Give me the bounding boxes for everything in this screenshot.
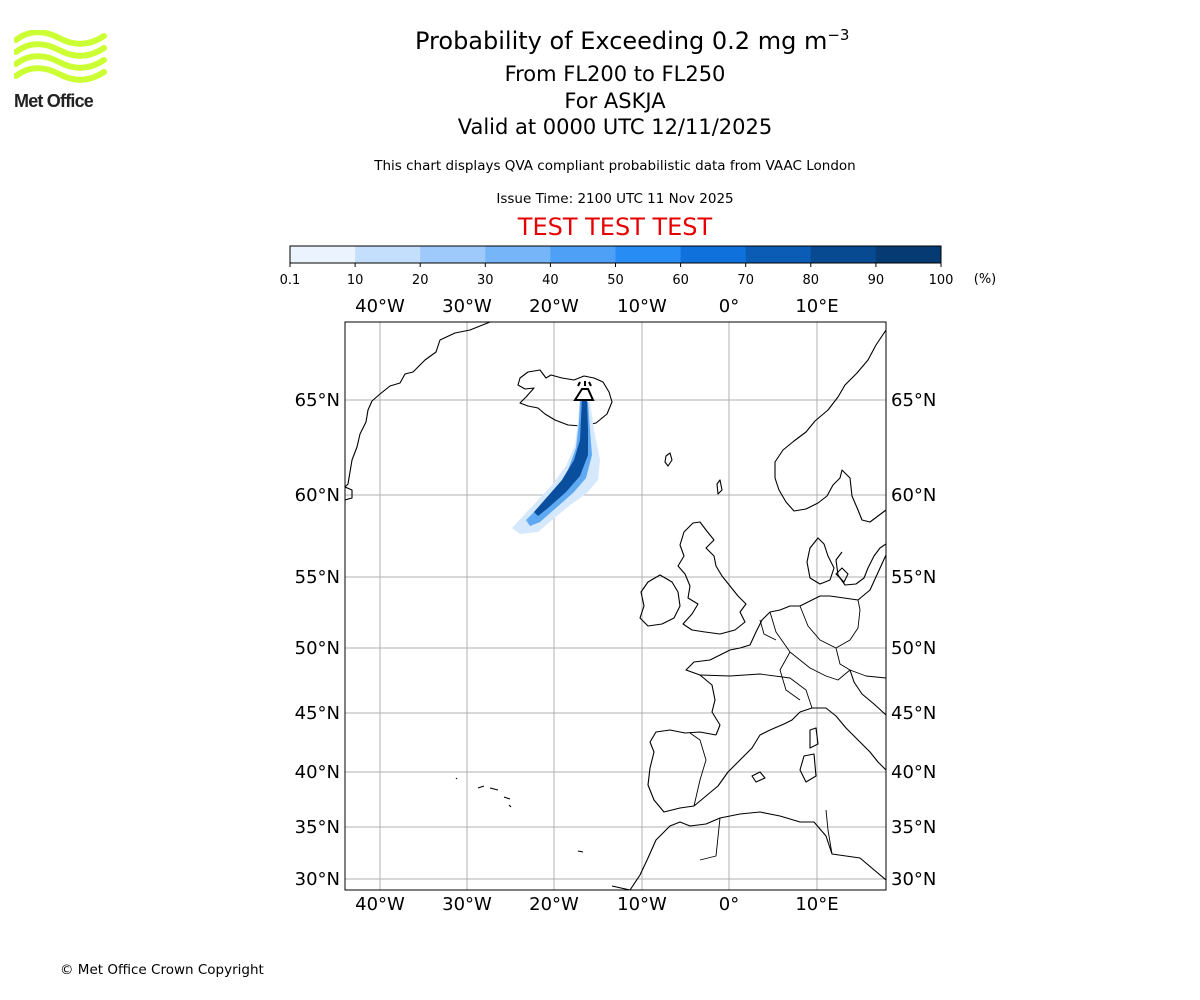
lat-label-left: 30°N [295, 869, 340, 890]
lon-label-top: 0° [719, 296, 739, 317]
logo-wave-group [14, 30, 107, 83]
lon-label-top: 40°W [355, 296, 405, 317]
volcano-label: For ASKJA [564, 89, 666, 113]
colorbar-cell [485, 246, 551, 263]
coast-corsica [809, 727, 819, 749]
lon-label-bottom: 20°W [529, 894, 579, 915]
longitude-labels-bottom: 40°W 30°W 20°W 10°W 0° 10°E [355, 894, 838, 915]
coast-west-africa [611, 885, 631, 890]
map-gridlines [345, 322, 886, 890]
lat-label-left: 45°N [295, 703, 340, 724]
copyright-notice: © Met Office Crown Copyright [60, 962, 264, 978]
colorbar-cell [615, 246, 682, 263]
lon-label-bottom: 30°W [442, 894, 492, 915]
colorbar-cell [875, 246, 942, 263]
lat-label-left: 40°N [295, 762, 340, 783]
lon-label-bottom: 10°W [617, 894, 667, 915]
colorbar-tick-label: 30 [477, 273, 494, 288]
lat-label-right: 65°N [891, 390, 936, 411]
colorbar-cell [420, 246, 486, 263]
latitude-labels-left: 65°N 60°N 55°N 50°N 45°N 40°N 35°N 30°N [295, 390, 340, 890]
ash-plume [512, 398, 600, 534]
coast-europe-north [685, 554, 886, 736]
lat-label-right: 55°N [891, 567, 936, 588]
colorbar-cell [355, 246, 421, 263]
data-disclaimer: This chart displays QVA compliant probab… [374, 158, 856, 174]
coast-great-britain [677, 521, 747, 635]
coast-greenland-south [345, 486, 353, 501]
chart-title: Probability of Exceeding 0.2 mg m−3 [415, 26, 849, 55]
lat-label-right: 45°N [891, 703, 936, 724]
issue-time: Issue Time: 2100 UTC 11 Nov 2025 [496, 191, 734, 207]
lon-label-top: 20°W [529, 296, 579, 317]
colorbar-tick-label: 0.1 [280, 273, 301, 288]
lat-label-left: 50°N [295, 638, 340, 659]
coast-ireland [639, 574, 681, 627]
plume-core [534, 398, 588, 516]
colorbar-cell [745, 246, 812, 263]
coast-italy-adriatic [849, 669, 886, 716]
lat-label-left: 55°N [295, 567, 340, 588]
colorbar-tick-label: 40 [542, 273, 559, 288]
coast-sweden-south [835, 543, 886, 586]
coast-sardinia [799, 753, 817, 783]
coast-iberia [647, 711, 801, 813]
lat-label-left: 35°N [295, 817, 340, 838]
lat-label-right: 50°N [891, 638, 936, 659]
coast-azores [455, 777, 512, 808]
coast-norway [774, 329, 886, 523]
coast-greenland [345, 322, 491, 488]
lon-label-top: 10°E [795, 296, 838, 317]
colorbar: 0.1 10 20 30 40 50 60 70 80 90 100 (%) [280, 245, 997, 288]
chart-title-exponent: −3 [827, 26, 850, 44]
valid-time: Valid at 0000 UTC 12/11/2025 [457, 115, 773, 139]
coastlines [345, 322, 886, 890]
lat-label-right: 40°N [891, 762, 936, 783]
coast-zealand [835, 567, 849, 583]
lat-label-right: 60°N [891, 485, 936, 506]
met-office-logo-text: Met Office [14, 91, 94, 111]
colorbar-ticks: 0.1 10 20 30 40 50 60 70 80 90 100 [280, 263, 954, 288]
colorbar-cells [290, 246, 942, 263]
colorbar-cell [810, 246, 877, 263]
colorbar-tick-label: 50 [607, 273, 624, 288]
lat-label-left: 60°N [295, 485, 340, 506]
colorbar-cell [290, 246, 356, 263]
lon-label-bottom: 40°W [355, 894, 405, 915]
map-background [345, 322, 886, 890]
colorbar-cell [550, 246, 616, 263]
lon-label-top: 30°W [442, 296, 492, 317]
lon-label-bottom: 10°E [795, 894, 838, 915]
colorbar-tick-label: 10 [347, 273, 364, 288]
colorbar-tick-label: 70 [737, 273, 754, 288]
colorbar-tick-label: 20 [412, 273, 429, 288]
coast-faroe [664, 452, 673, 467]
coast-balearics [751, 771, 766, 783]
lon-label-bottom: 0° [719, 894, 739, 915]
colorbar-cell [680, 246, 747, 263]
colorbar-tick-label: 60 [672, 273, 689, 288]
latitude-labels-right: 65°N 60°N 55°N 50°N 45°N 40°N 35°N 30°N [891, 390, 936, 890]
lon-label-top: 10°W [617, 296, 667, 317]
volcano-marker [573, 381, 595, 401]
coast-shetland [716, 479, 723, 495]
colorbar-unit: (%) [974, 272, 997, 287]
colorbar-tick-label: 80 [803, 273, 820, 288]
flight-level-range: From FL200 to FL250 [504, 62, 726, 86]
coast-denmark [806, 537, 835, 585]
lat-label-right: 35°N [891, 817, 936, 838]
country-borders [689, 599, 886, 861]
lat-label-left: 65°N [295, 390, 340, 411]
coast-madeira [577, 850, 584, 853]
colorbar-tick-label: 90 [868, 273, 885, 288]
map-frame [344, 321, 887, 891]
lat-label-right: 30°N [891, 869, 936, 890]
coast-south-europe [799, 707, 886, 771]
colorbar-tick-label: 100 [929, 273, 954, 288]
met-office-logo-waves [14, 30, 107, 83]
test-label: TEST TEST TEST [517, 213, 713, 241]
longitude-labels-top: 40°W 30°W 20°W 10°W 0° 10°E [355, 296, 838, 317]
chart-title-main: Probability of Exceeding 0.2 mg m [415, 27, 828, 55]
